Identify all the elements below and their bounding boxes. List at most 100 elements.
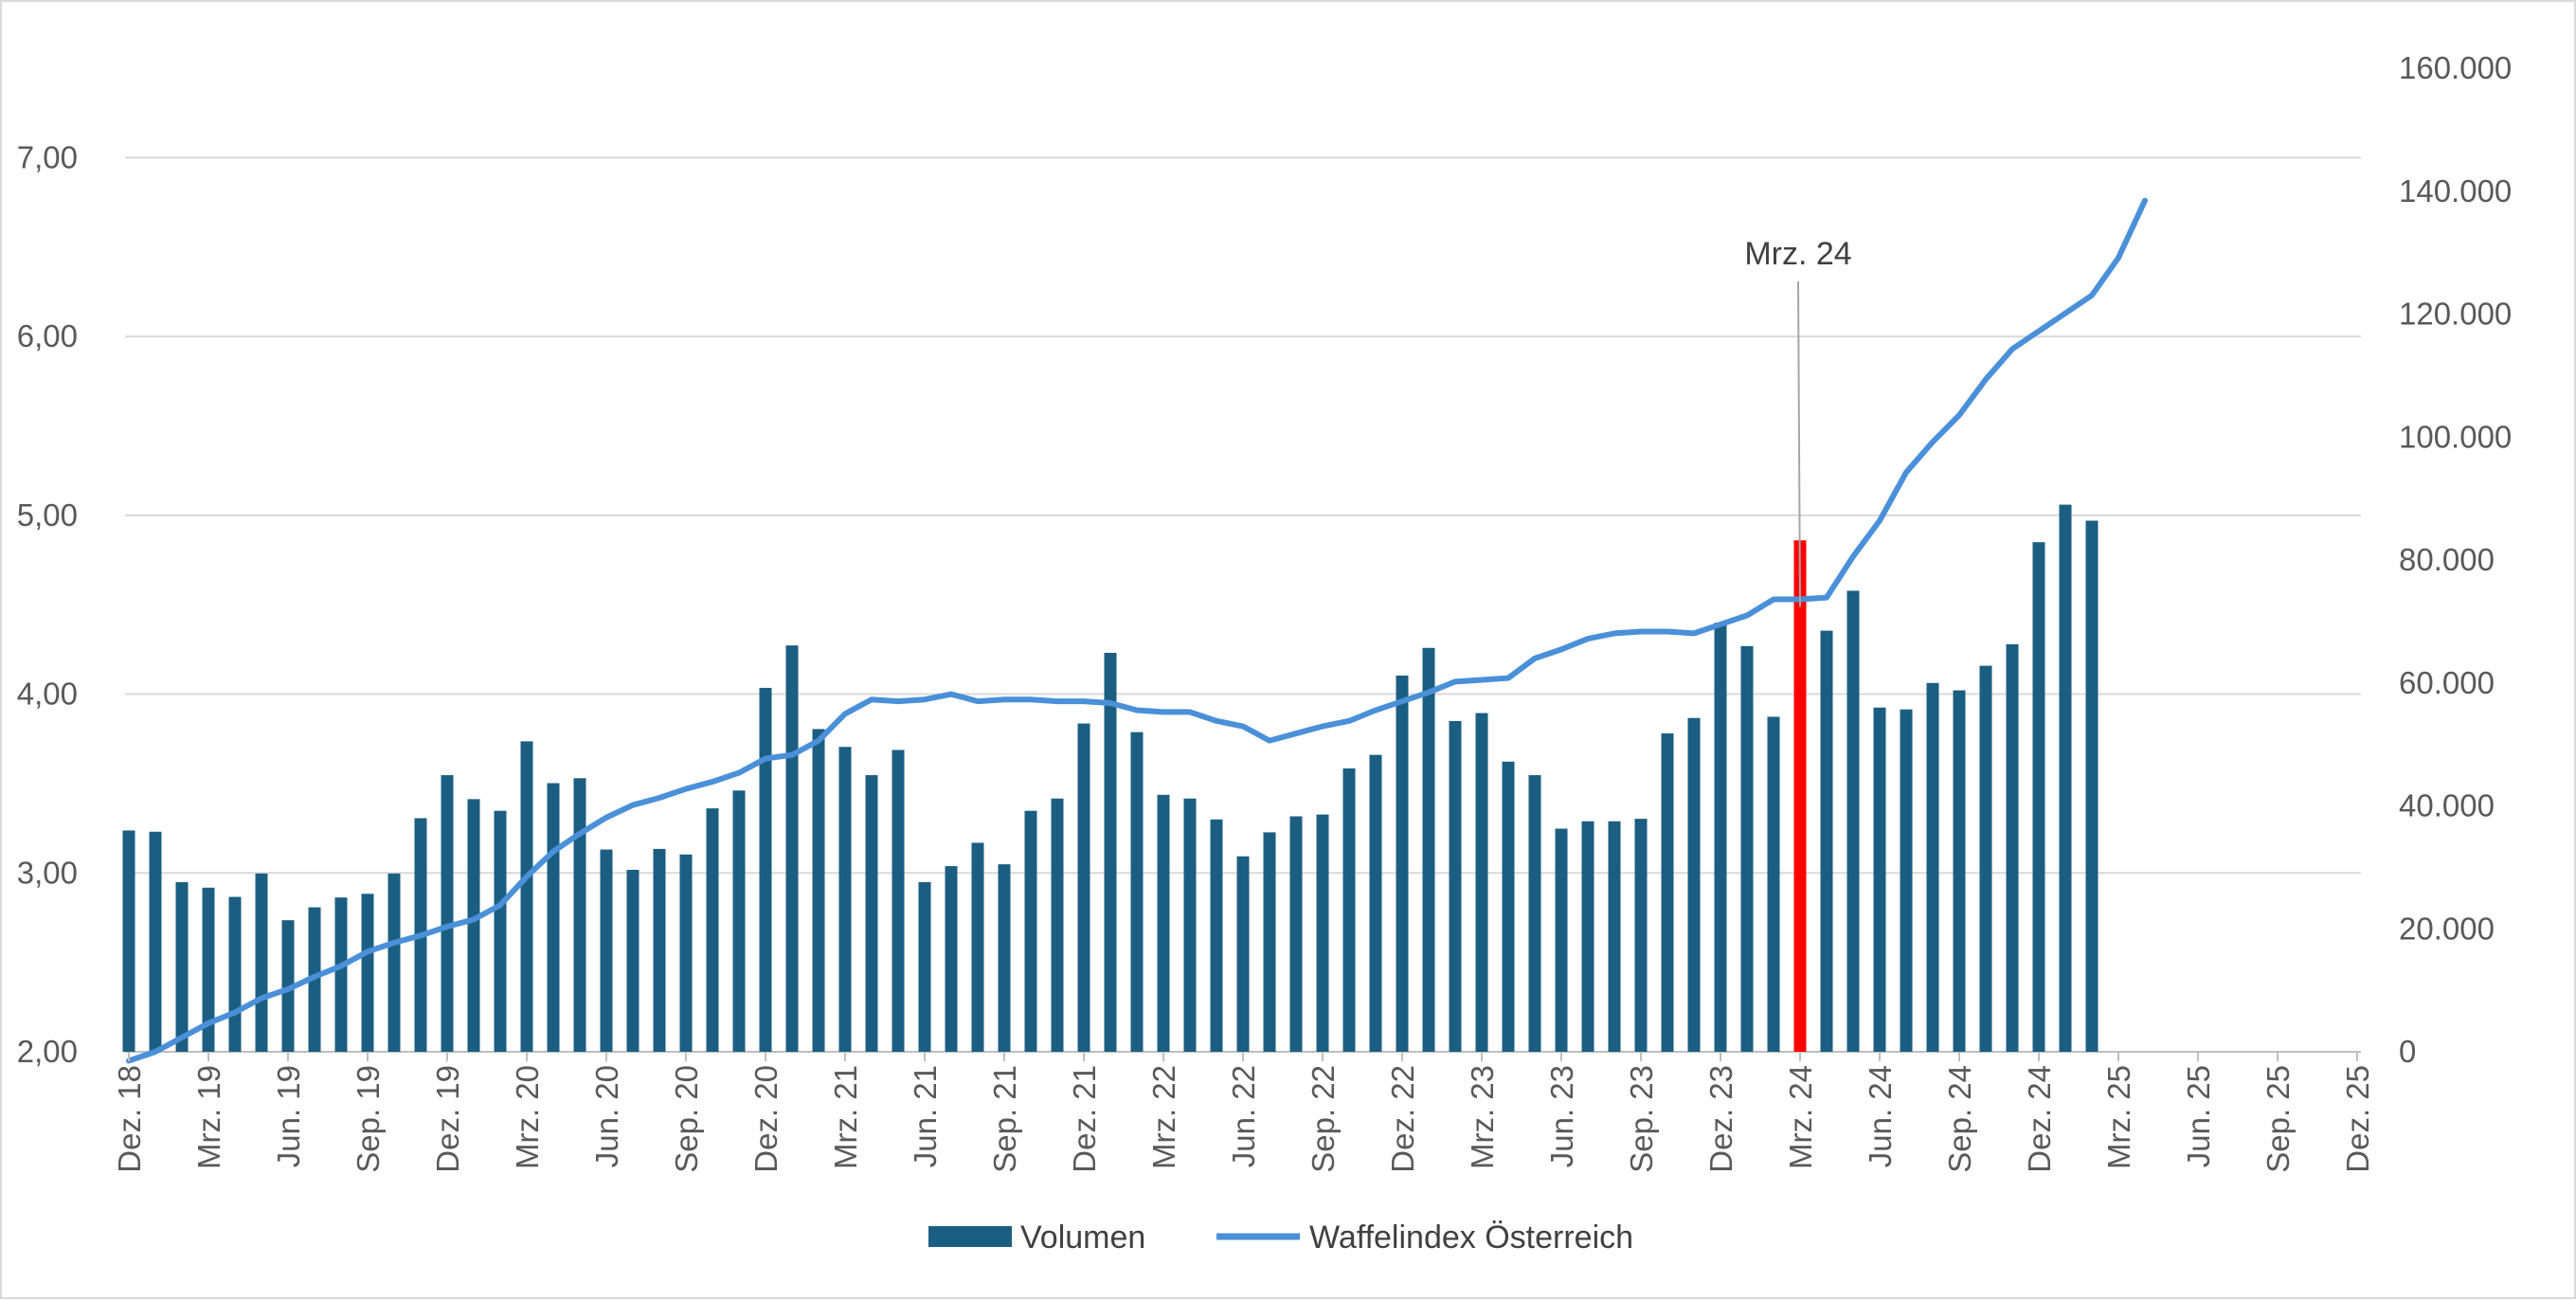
x-tick-label: Jun. 21 (908, 1065, 943, 1167)
bar (732, 790, 746, 1052)
bar (547, 783, 560, 1052)
volume-bars (122, 504, 2099, 1052)
bar (1555, 828, 1568, 1052)
y-right-tick-label: 60.000 (2399, 665, 2495, 700)
bar (1661, 732, 1674, 1052)
x-tick-label: Sep. 23 (1624, 1065, 1659, 1173)
x-tick-label: Sep. 22 (1306, 1065, 1341, 1173)
y-right-tick-label: 40.000 (2399, 788, 2495, 823)
left-axis-ticks: 2,00 3,00 4,00 5,00 6,00 7,00 (17, 139, 78, 1069)
x-tick-label: Dez. 24 (2022, 1065, 2057, 1173)
x-tick-label: Dez. 21 (1067, 1065, 1102, 1173)
bar (1475, 713, 1488, 1052)
bar (1979, 665, 1992, 1052)
x-tick-label: Sep. 20 (669, 1065, 704, 1173)
bar (1396, 675, 1409, 1052)
y-right-tick-label: 160.000 (2399, 50, 2512, 85)
y-left-tick-label: 6,00 (17, 318, 78, 353)
x-tick-label: Sep. 24 (1942, 1065, 1977, 1173)
bar (892, 750, 905, 1052)
bar (998, 864, 1011, 1052)
index-line (126, 197, 2148, 1064)
x-tick-label: Dez. 19 (430, 1065, 465, 1173)
bar (202, 887, 215, 1052)
y-right-tick-label: 100.000 (2399, 419, 2512, 454)
bar (1926, 682, 1939, 1052)
x-tick-label: Mrz. 25 (2101, 1065, 2136, 1169)
bar (679, 854, 693, 1052)
bar (1608, 821, 1621, 1052)
bar (149, 831, 162, 1052)
legend-swatch-volumen (928, 1226, 1012, 1247)
bar (122, 830, 135, 1052)
bar (1236, 856, 1250, 1052)
x-tick-label: Sep. 19 (351, 1065, 386, 1173)
bar (255, 873, 268, 1052)
bar (1953, 690, 1966, 1052)
y-right-tick-label: 120.000 (2399, 297, 2512, 332)
bar (228, 896, 242, 1052)
bar (1873, 707, 1886, 1052)
bar (175, 881, 189, 1052)
y-left-tick-label: 4,00 (17, 677, 78, 712)
bar (1634, 819, 1648, 1052)
x-tick-label: Mrz. 19 (191, 1065, 226, 1169)
x-tick-label: Sep. 21 (987, 1065, 1022, 1173)
bar (1767, 716, 1780, 1052)
bar (759, 687, 772, 1052)
y-right-tick-label: 0 (2399, 1034, 2416, 1069)
y-right-tick-label: 140.000 (2399, 173, 2512, 208)
bar (1183, 798, 1197, 1052)
bar (812, 729, 825, 1052)
bar (1104, 652, 1117, 1052)
y-left-tick-label: 3,00 (17, 855, 78, 890)
bar (2059, 504, 2072, 1052)
annotation-group: Mrz. 24 (1744, 236, 1852, 607)
bar (1210, 819, 1223, 1052)
x-tick-label: Jun. 23 (1544, 1065, 1579, 1167)
x-tick-label: Dez. 23 (1703, 1065, 1738, 1173)
bar (1820, 630, 1833, 1052)
bar (1449, 720, 1462, 1052)
y-left-tick-label: 5,00 (17, 497, 78, 533)
bar (1900, 709, 1913, 1052)
bar (361, 894, 374, 1052)
bar (2085, 520, 2099, 1052)
bar-highlight (1793, 540, 1807, 1052)
bar (1077, 723, 1090, 1052)
y-right-tick-label: 80.000 (2399, 542, 2495, 577)
x-tick-label: Dez. 22 (1385, 1065, 1420, 1173)
x-tick-label: Mrz. 24 (1783, 1065, 1818, 1169)
bar (1130, 732, 1144, 1052)
bar (1687, 717, 1701, 1052)
x-tick-label: Mrz. 23 (1465, 1065, 1500, 1169)
bar (918, 881, 931, 1052)
right-axis-ticks: 0 20.000 40.000 60.000 80.000 100.000 120.000 1… (2399, 50, 2512, 1069)
y-left-tick-label: 7,00 (17, 139, 78, 174)
legend-label-waffelindex: Waffelindex Österreich (1309, 1220, 1633, 1256)
bar (520, 741, 533, 1052)
bar (1528, 775, 1541, 1052)
bar (600, 849, 613, 1052)
x-tick-label: Sep. 25 (2261, 1065, 2296, 1173)
bar (1740, 645, 1754, 1052)
bar (1263, 832, 1276, 1052)
bar (785, 645, 799, 1052)
bar (653, 848, 666, 1052)
bar (1051, 798, 1064, 1052)
y-right-tick-label: 20.000 (2399, 911, 2495, 946)
x-tick-label: Dez. 18 (112, 1065, 147, 1173)
bar (1289, 816, 1303, 1052)
legend: Volumen Waffelindex Österreich (928, 1220, 1633, 1256)
bar (1342, 768, 1356, 1052)
x-tick-label: Jun. 22 (1226, 1065, 1261, 1167)
x-tick-label: Jun. 19 (271, 1065, 306, 1167)
x-tick-label: Mrz. 20 (510, 1065, 545, 1169)
bar (281, 920, 295, 1052)
bar (573, 778, 586, 1052)
x-tick-label: Jun. 24 (1863, 1065, 1898, 1167)
bar (626, 869, 639, 1052)
bar (1581, 821, 1594, 1052)
